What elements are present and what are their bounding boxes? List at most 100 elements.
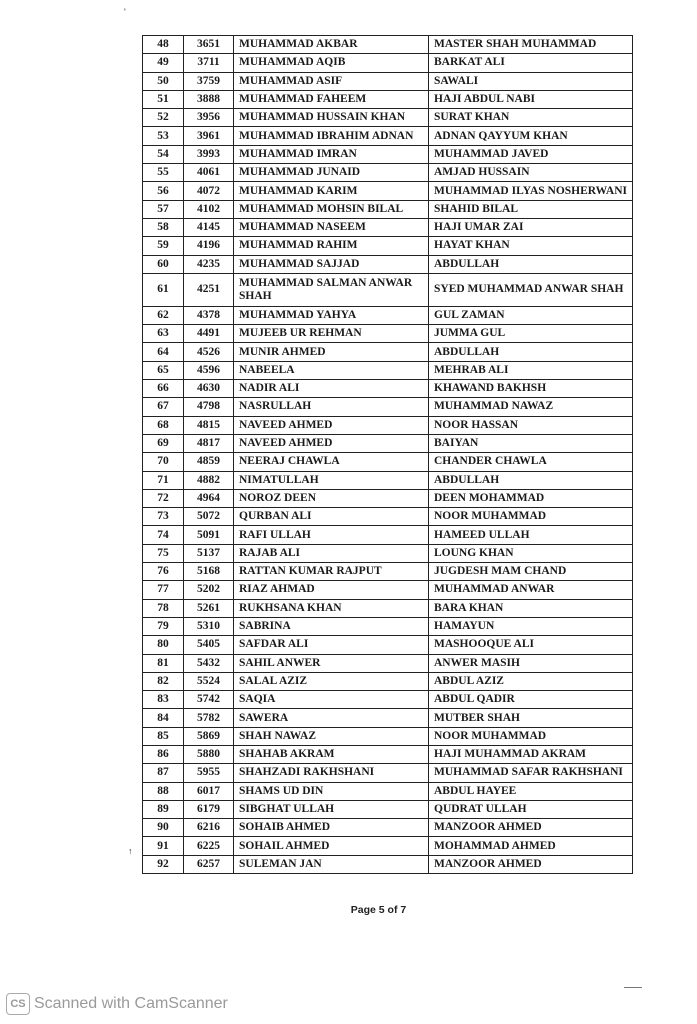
father-name-cell: MUTBER SHAH bbox=[428, 708, 633, 728]
father-name-cell: ABDULLAH bbox=[428, 470, 633, 490]
id-cell: 5168 bbox=[183, 562, 234, 582]
id-cell: 5261 bbox=[183, 598, 234, 618]
table-row: 87 5955 SHAHZADI RAKHSHANI MUHAMMAD SAFAR R… bbox=[142, 763, 633, 783]
table-row: 88 6017 SHAMS UD DIN ABDUL HAYEE bbox=[142, 781, 633, 801]
father-name-cell: BARA KHAN bbox=[428, 598, 633, 618]
table-row: 57 4102 MUHAMMAD MOHSIN BILAL SHAHID BILAL bbox=[142, 199, 633, 219]
name-cell: SULEMAN JAN bbox=[233, 854, 429, 875]
serial-number-cell: 80 bbox=[142, 635, 184, 655]
id-cell: 5880 bbox=[183, 744, 234, 765]
serial-number-cell: 92 bbox=[142, 854, 184, 875]
serial-number-cell: 62 bbox=[142, 305, 184, 326]
records-table: 48 3651 MUHAMMAD AKBAR MASTER SHAH MUHAMMAD… bbox=[142, 34, 633, 875]
serial-number-cell: 59 bbox=[142, 236, 184, 256]
watermark-text: Scanned with CamScanner bbox=[34, 995, 228, 1012]
father-name-cell: MEHRAB ALI bbox=[428, 360, 633, 381]
father-name-cell: KHAWAND BAKHSH bbox=[428, 379, 633, 399]
scan-speck: ' bbox=[124, 7, 126, 17]
father-name-cell: BARKAT ALI bbox=[428, 53, 633, 73]
name-cell: SAFDAR ALI bbox=[233, 635, 429, 655]
father-name-cell: JUGDESH MAM CHAND bbox=[428, 562, 633, 582]
id-cell: 4491 bbox=[183, 324, 234, 344]
table-row: 84 5782 SAWERA MUTBER SHAH bbox=[142, 708, 633, 728]
id-cell: 5310 bbox=[183, 616, 234, 637]
father-name-cell: MANZOOR AHMED bbox=[428, 818, 633, 838]
table-row: 86 5880 SHAHAB AKRAM HAJI MUHAMMAD AKRAM bbox=[142, 744, 633, 765]
id-cell: 6257 bbox=[183, 854, 234, 875]
father-name-cell: HAMEED ULLAH bbox=[428, 525, 633, 545]
serial-number-cell: 48 bbox=[142, 34, 184, 55]
serial-number-cell: 71 bbox=[142, 470, 184, 490]
table-row: 91 6225 SOHAIL AHMED MOHAMMAD AHMED bbox=[142, 836, 633, 856]
serial-number-cell: 89 bbox=[142, 799, 184, 820]
serial-number-cell: 88 bbox=[142, 781, 184, 801]
id-cell: 3956 bbox=[183, 108, 234, 128]
father-name-cell: MUHAMMAD SAFAR RAKHSHANI bbox=[428, 763, 633, 783]
table-row: 59 4196 MUHAMMAD RAHIM HAYAT KHAN bbox=[142, 236, 633, 256]
id-cell: 5432 bbox=[183, 653, 234, 673]
table-row: 85 5869 SHAH NAWAZ NOOR MUHAMMAD bbox=[142, 726, 633, 746]
name-cell: MUHAMMAD JUNAID bbox=[233, 163, 429, 183]
father-name-cell: HAJI MUHAMMAD AKRAM bbox=[428, 744, 633, 765]
serial-number-cell: 85 bbox=[142, 726, 184, 746]
table-row: 65 4596 NABEELA MEHRAB ALI bbox=[142, 360, 633, 381]
table-row: 71 4882 NIMATULLAH ABDULLAH bbox=[142, 470, 633, 490]
id-cell: 6017 bbox=[183, 781, 234, 801]
father-name-cell: QUDRAT ULLAH bbox=[428, 799, 633, 820]
id-cell: 4964 bbox=[183, 488, 234, 509]
father-name-cell: MUHAMMAD ILYAS NOSHERWANI bbox=[428, 181, 633, 201]
id-cell: 4859 bbox=[183, 452, 234, 472]
serial-number-cell: 91 bbox=[142, 836, 184, 856]
father-name-cell: GUL ZAMAN bbox=[428, 305, 633, 326]
camscanner-logo-icon: CS bbox=[6, 993, 30, 1015]
name-cell: NIMATULLAH bbox=[233, 470, 429, 490]
father-name-cell: NOOR MUHAMMAD bbox=[428, 507, 633, 527]
serial-number-cell: 57 bbox=[142, 199, 184, 219]
serial-number-cell: 78 bbox=[142, 598, 184, 618]
name-cell: QURBAN ALI bbox=[233, 507, 429, 527]
father-name-cell: ABDUL HAYEE bbox=[428, 781, 633, 801]
father-name-cell: BAIYAN bbox=[428, 433, 633, 454]
name-cell: MUHAMMAD AQIB bbox=[233, 53, 429, 73]
father-name-cell: NOOR HASSAN bbox=[428, 415, 633, 435]
table-row: 69 4817 NAVEED AHMED BAIYAN bbox=[142, 433, 633, 454]
serial-number-cell: 74 bbox=[142, 525, 184, 545]
father-name-cell: HAMAYUN bbox=[428, 616, 633, 637]
father-name-cell: ABDULLAH bbox=[428, 342, 633, 362]
father-name-cell: NOOR MUHAMMAD bbox=[428, 726, 633, 746]
id-cell: 4815 bbox=[183, 415, 234, 435]
table-row: 90 6216 SOHAIB AHMED MANZOOR AHMED bbox=[142, 818, 633, 838]
table-row: 77 5202 RIAZ AHMAD MUHAMMAD ANWAR bbox=[142, 580, 633, 600]
id-cell: 4196 bbox=[183, 236, 234, 256]
name-cell: SHAH NAWAZ bbox=[233, 726, 429, 746]
table-row: 61 4251 MUHAMMAD SALMAN ANWAR SHAH SYED MUH… bbox=[142, 272, 633, 307]
name-cell: RUKHSANA KHAN bbox=[233, 598, 429, 618]
serial-number-cell: 61 bbox=[142, 272, 184, 307]
table-row: 63 4491 MUJEEB UR REHMAN JUMMA GUL bbox=[142, 324, 633, 344]
name-cell: SHAHAB AKRAM bbox=[233, 744, 429, 765]
id-cell: 4378 bbox=[183, 305, 234, 326]
name-cell: MUHAMMAD RAHIM bbox=[233, 236, 429, 256]
name-cell: SAWERA bbox=[233, 708, 429, 728]
serial-number-cell: 75 bbox=[142, 543, 184, 564]
id-cell: 4145 bbox=[183, 217, 234, 238]
id-cell: 5524 bbox=[183, 671, 234, 692]
table-row: 74 5091 RAFI ULLAH HAMEED ULLAH bbox=[142, 525, 633, 545]
id-cell: 5782 bbox=[183, 708, 234, 728]
name-cell: SOHAIB AHMED bbox=[233, 818, 429, 838]
id-cell: 4061 bbox=[183, 163, 234, 183]
serial-number-cell: 60 bbox=[142, 254, 184, 274]
table-row: 50 3759 MUHAMMAD ASIF SAWALI bbox=[142, 71, 633, 91]
name-cell: MUHAMMAD YAHYA bbox=[233, 305, 429, 326]
name-cell: SABRINA bbox=[233, 616, 429, 637]
id-cell: 5202 bbox=[183, 580, 234, 600]
father-name-cell: JUMMA GUL bbox=[428, 324, 633, 344]
table-row: 53 3961 MUHAMMAD IBRAHIM ADNAN ADNAN QAYYUM… bbox=[142, 126, 633, 146]
serial-number-cell: 52 bbox=[142, 108, 184, 128]
table-row: 62 4378 MUHAMMAD YAHYA GUL ZAMAN bbox=[142, 305, 633, 326]
name-cell: RIAZ AHMAD bbox=[233, 580, 429, 600]
name-cell: MUHAMMAD IMRAN bbox=[233, 144, 429, 165]
table-row: 82 5524 SALAL AZIZ ABDUL AZIZ bbox=[142, 671, 633, 692]
id-cell: 5137 bbox=[183, 543, 234, 564]
table-row: 72 4964 NOROZ DEEN DEEN MOHAMMAD bbox=[142, 488, 633, 509]
